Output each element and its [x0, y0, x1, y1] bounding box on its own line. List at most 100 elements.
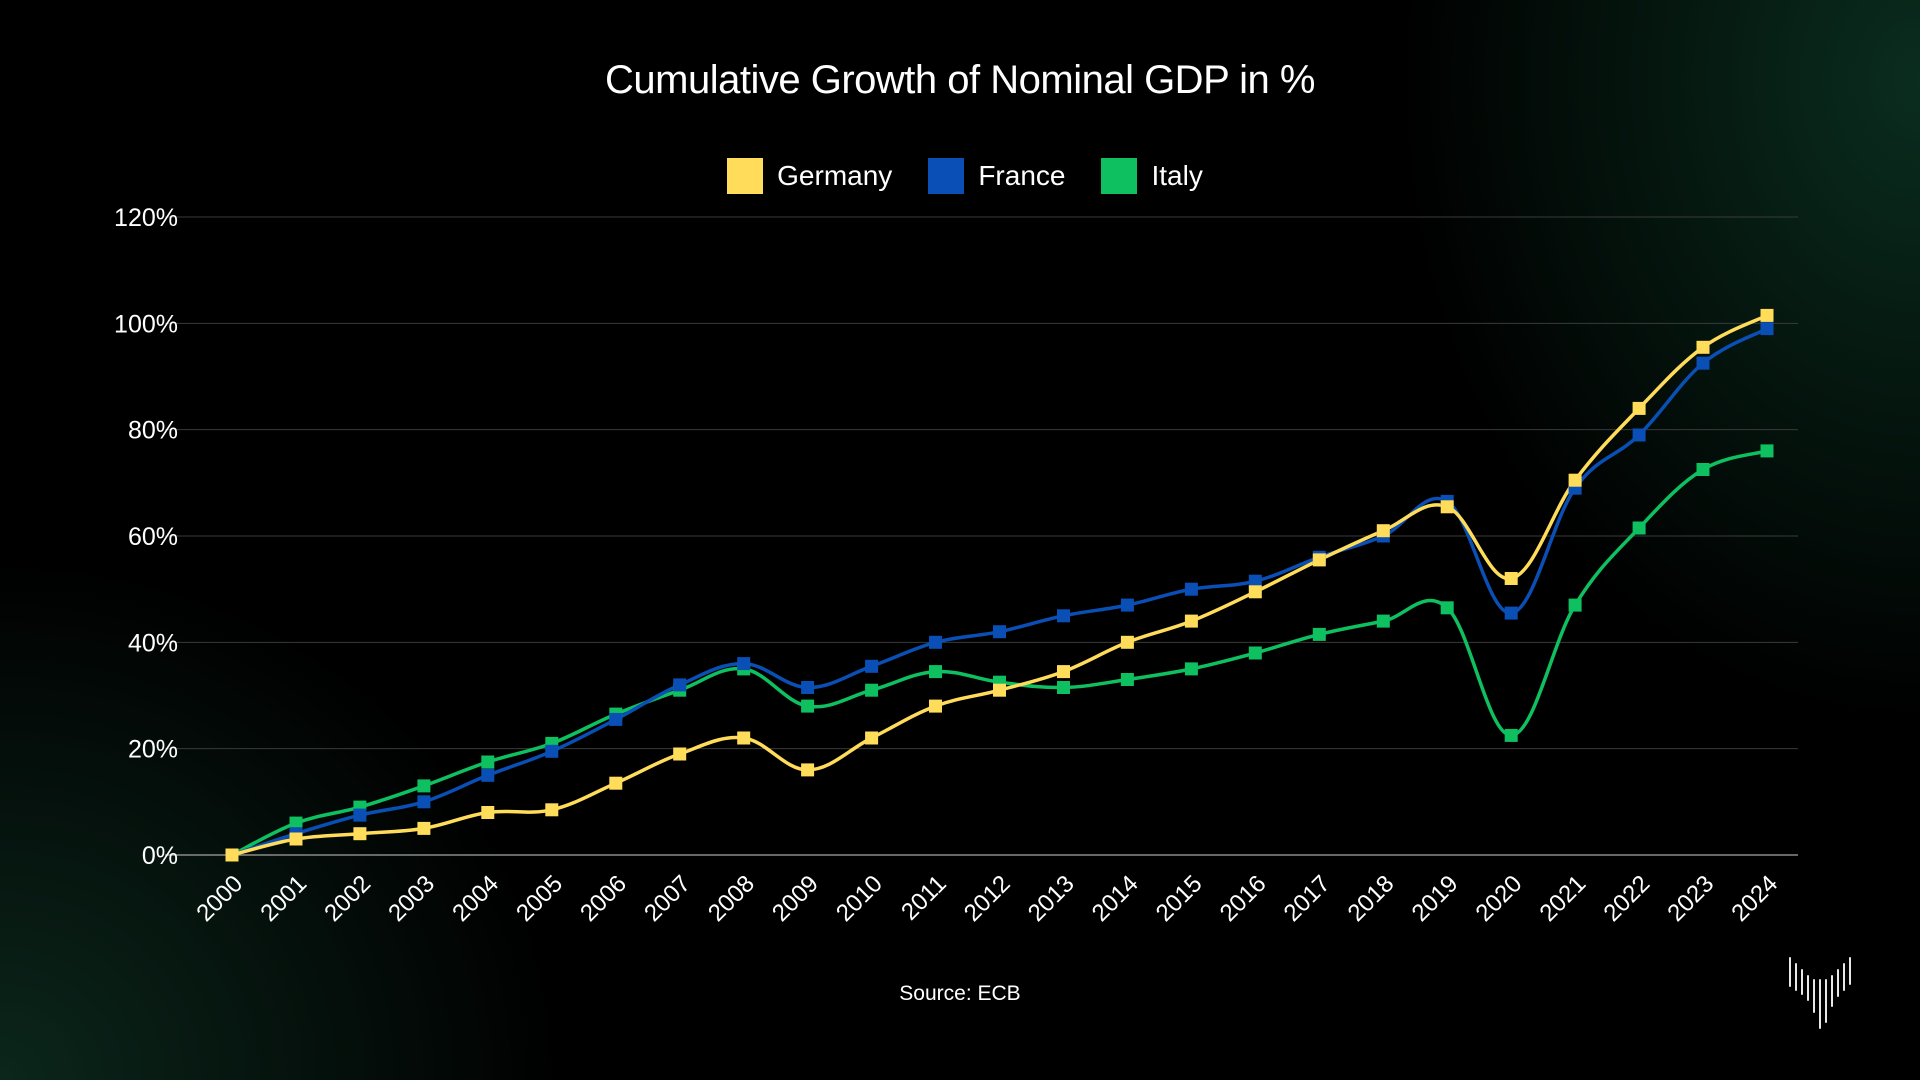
x-tick-label: 2019 — [1407, 870, 1464, 927]
x-tick-label: 2015 — [1151, 870, 1208, 927]
data-point-italy — [1312, 627, 1326, 641]
data-point-france — [1696, 356, 1710, 370]
y-tick-label: 60% — [128, 523, 178, 551]
data-point-italy — [1184, 662, 1198, 676]
source-note: Source: ECB — [899, 982, 1021, 1005]
data-point-france — [481, 768, 495, 782]
data-point-italy — [1248, 646, 1262, 660]
data-point-france — [545, 744, 559, 758]
legend-item-germany: Germany — [727, 158, 892, 194]
x-tick-label: 2023 — [1662, 870, 1719, 927]
x-tick-label: 2000 — [191, 870, 248, 927]
data-point-italy — [865, 683, 879, 697]
x-tick-label: 2001 — [255, 870, 312, 927]
data-point-france — [993, 625, 1006, 639]
legend-swatch — [928, 158, 965, 194]
data-point-france — [673, 678, 687, 692]
data-point-italy — [1120, 673, 1134, 686]
data-point-france — [865, 659, 879, 673]
x-tick-label: 2020 — [1471, 870, 1528, 927]
legend-item-france: France — [928, 158, 1065, 194]
series-markers — [225, 308, 1774, 862]
x-tick-label: 2007 — [639, 870, 696, 927]
data-point-italy — [417, 779, 431, 793]
legend-item-italy: Italy — [1101, 158, 1203, 194]
data-point-france — [737, 657, 751, 671]
data-point-germany — [673, 747, 687, 761]
data-point-germany — [1568, 473, 1582, 487]
x-tick-label: 2018 — [1343, 870, 1400, 927]
data-point-germany — [1312, 553, 1326, 567]
chart-legend: Germany France Italy — [0, 158, 1920, 194]
data-point-germany — [1696, 340, 1710, 354]
gridlines — [165, 216, 1798, 856]
x-tick-label: 2012 — [959, 870, 1016, 927]
data-point-italy — [1632, 521, 1646, 535]
y-tick-label: 40% — [128, 629, 178, 657]
x-tick-label: 2013 — [1023, 870, 1080, 927]
legend-label: Italy — [1151, 160, 1203, 191]
data-point-germany — [417, 821, 431, 835]
data-point-france — [609, 712, 623, 726]
data-point-italy — [1440, 601, 1454, 615]
data-point-france — [1057, 609, 1070, 623]
data-point-italy — [289, 816, 303, 830]
x-tick-label: 2024 — [1726, 870, 1783, 927]
data-point-germany — [1760, 308, 1774, 322]
data-point-italy — [1057, 681, 1070, 694]
data-point-germany — [289, 832, 303, 846]
x-tick-label: 2005 — [511, 870, 568, 927]
data-point-france — [417, 795, 431, 809]
data-point-germany — [865, 731, 879, 745]
data-point-france — [1248, 574, 1262, 588]
x-tick-label: 2014 — [1087, 870, 1144, 927]
x-tick-label: 2022 — [1598, 870, 1655, 927]
data-point-germany — [1376, 524, 1390, 538]
series-markers-germany — [225, 308, 1774, 862]
chart-title: Cumulative Growth of Nominal GDP in % — [605, 58, 1315, 102]
x-tick-label: 2011 — [896, 870, 952, 926]
data-point-germany — [1057, 665, 1070, 679]
data-point-italy — [1376, 614, 1390, 628]
data-point-germany — [929, 699, 942, 713]
data-point-germany — [1248, 585, 1262, 599]
data-point-germany — [1632, 401, 1646, 415]
data-point-italy — [1696, 463, 1710, 476]
series-line-italy — [230, 449, 1769, 857]
data-point-italy — [801, 699, 815, 713]
data-point-germany — [609, 776, 623, 790]
x-tick-label: 2009 — [767, 870, 824, 927]
y-axis-tick-labels: 0% 20% 40% 60% 80% 100% 120% — [114, 204, 178, 870]
y-tick-label: 80% — [128, 417, 178, 445]
y-tick-label: 120% — [114, 204, 178, 232]
series-markers-france — [225, 322, 1774, 862]
data-point-italy — [1568, 598, 1582, 612]
x-tick-label: 2006 — [575, 870, 632, 927]
x-tick-label: 2003 — [383, 870, 440, 927]
data-point-germany — [545, 803, 559, 817]
y-tick-label: 100% — [114, 310, 178, 338]
data-point-italy — [1760, 444, 1774, 458]
data-point-france — [929, 635, 942, 649]
data-point-france — [353, 808, 367, 822]
data-point-france — [1632, 428, 1646, 442]
series-lines — [230, 313, 1769, 857]
data-point-germany — [1440, 500, 1454, 514]
series-line-france — [230, 326, 1769, 857]
legend-label: France — [978, 160, 1066, 191]
data-point-france — [1120, 598, 1134, 612]
data-point-germany — [1504, 572, 1518, 585]
data-point-germany — [481, 806, 495, 819]
x-tick-label: 2004 — [447, 870, 504, 927]
data-point-france — [1504, 606, 1518, 620]
data-point-germany — [737, 731, 751, 745]
x-tick-label: 2016 — [1215, 870, 1272, 927]
series-markers-italy — [225, 444, 1774, 862]
data-point-germany — [801, 763, 815, 777]
data-point-germany — [225, 848, 239, 862]
x-axis-tick-labels: 2000 2001 2002 2003 2004 2005 2006 2007 2008 2009… — [191, 870, 1783, 927]
data-point-france — [1184, 582, 1198, 596]
x-tick-label: 2010 — [831, 870, 888, 927]
data-point-germany — [353, 827, 367, 841]
